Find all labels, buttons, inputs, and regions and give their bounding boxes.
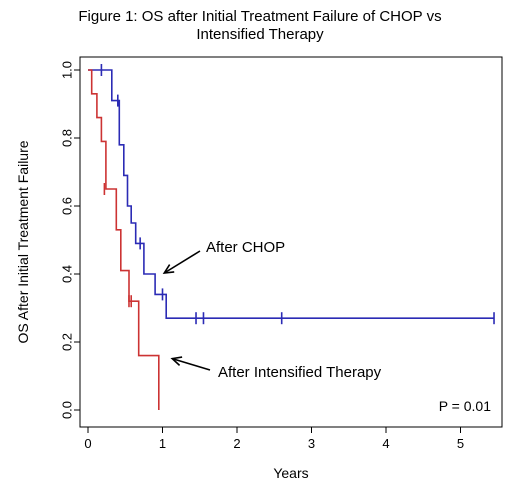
- arrow-shaft: [171, 357, 211, 371]
- plot-frame: [79, 56, 503, 428]
- axes: 0 1 2 3 4 5 0.0 0.2 0.4 0.6 0.8 1.0 Years OS After In…: [15, 56, 503, 481]
- y-tick-label: 0.6: [59, 197, 74, 215]
- x-tick-label: 5: [457, 436, 464, 451]
- series-layer: [88, 64, 495, 410]
- y-axis-label: OS After Initial Treatment Failure: [15, 140, 31, 343]
- annotation-p-value: P = 0.01: [439, 398, 492, 414]
- annotation-after-intensified-therapy: After Intensified Therapy: [218, 364, 382, 381]
- arrow-shaft: [163, 250, 201, 274]
- series-after-intensified-therapy: [88, 69, 160, 410]
- x-axis-label: Years: [273, 465, 308, 481]
- chart-title-line-1: Figure 1: OS after Initial Treatment Fai…: [78, 8, 442, 25]
- x-tick-label: 3: [308, 436, 315, 451]
- x-tick-label: 4: [382, 436, 389, 451]
- y-tick-label: 0.2: [59, 333, 74, 351]
- annotation-after-chop: After CHOP: [206, 239, 285, 256]
- annotation-layer: After CHOP After Intensified Therapy P = 0…: [162, 239, 492, 414]
- survival-curve-line: [88, 69, 494, 320]
- x-tick-label: 1: [159, 436, 166, 451]
- survival-curve-line: [88, 69, 160, 410]
- arrow-head: [162, 264, 175, 274]
- y-tick-label: 0.0: [59, 401, 74, 419]
- x-tick-label: 2: [233, 436, 240, 451]
- y-tick-label: 0.8: [59, 129, 74, 147]
- y-tick-label: 1.0: [59, 61, 74, 79]
- arrow-after-chop: [162, 250, 201, 274]
- arrow-head: [170, 356, 183, 366]
- series-after-chop: [88, 64, 495, 325]
- arrow-after-intensified-therapy: [170, 356, 211, 371]
- chart-title-line-2: Intensified Therapy: [196, 26, 324, 43]
- y-tick-label: 0.4: [59, 265, 74, 283]
- x-tick-label: 0: [84, 436, 91, 451]
